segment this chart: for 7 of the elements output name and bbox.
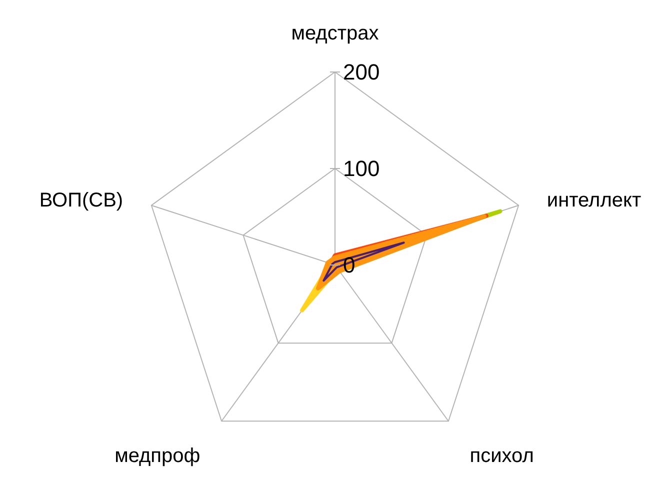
- spoke-label: ВОП(СВ): [39, 189, 124, 212]
- spoke-label: интеллект: [546, 189, 642, 212]
- y-tick-label: 200: [343, 60, 380, 85]
- spoke-label: медстрах: [291, 22, 379, 45]
- spoke-label: медпроф: [114, 444, 200, 467]
- y-tick-label: 100: [343, 156, 380, 182]
- spoke-label: психол: [470, 444, 534, 467]
